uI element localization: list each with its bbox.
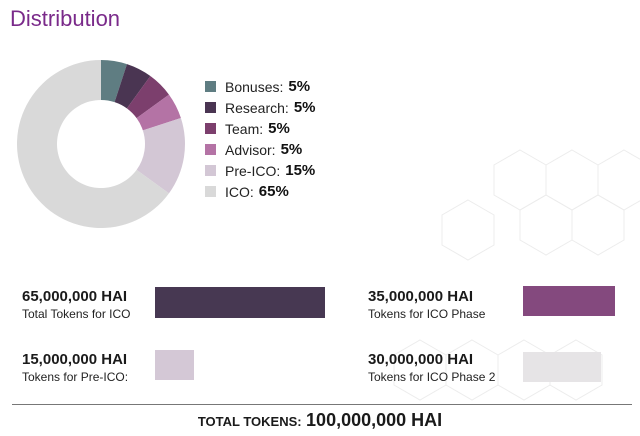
legend-value: 5% bbox=[268, 120, 290, 137]
token-bar-pre-ico bbox=[155, 350, 194, 380]
legend-item: Team: 5% bbox=[205, 118, 316, 139]
token-block-total-ico: 65,000,000 HAI Total Tokens for ICO bbox=[22, 288, 131, 321]
legend-value: 65% bbox=[258, 183, 289, 200]
token-bar-ico-phase-2 bbox=[523, 352, 601, 382]
token-description: Total Tokens for ICO bbox=[22, 307, 131, 321]
page-title: Distribution bbox=[10, 6, 121, 31]
token-description: Tokens for Pre-ICO: bbox=[22, 370, 129, 384]
donut-chart bbox=[17, 60, 185, 228]
total-tokens-value: 100,000,000 HAI bbox=[306, 410, 443, 430]
legend-item: Bonuses: 5% bbox=[205, 76, 316, 97]
legend-label: ICO: bbox=[225, 183, 254, 200]
token-block-ico-phase: 35,000,000 HAI Tokens for ICO Phase bbox=[368, 288, 485, 321]
total-tokens-label: TOTAL TOKENS: bbox=[197, 414, 302, 429]
legend-swatch bbox=[205, 144, 216, 155]
token-block-pre-ico: 15,000,000 HAI Tokens for Pre-ICO: bbox=[22, 351, 128, 384]
token-amount: 15,000,000 HAI bbox=[22, 351, 128, 368]
token-description: Tokens for ICO Phase 2 bbox=[368, 370, 496, 384]
token-amount: 30,000,000 HAI bbox=[368, 351, 474, 368]
legend-swatch bbox=[205, 81, 216, 92]
legend-item: ICO: 65% bbox=[205, 181, 316, 202]
token-bar-ico-phase bbox=[523, 286, 615, 316]
chart-legend: Bonuses: 5% Research: 5% Team: 5% Advisor: 5% Pr… bbox=[205, 76, 316, 202]
legend-swatch bbox=[205, 102, 216, 113]
legend-label: Team: bbox=[225, 120, 264, 137]
legend-label: Bonuses: bbox=[225, 78, 284, 95]
legend-item: Research: 5% bbox=[205, 97, 316, 118]
legend-value: 5% bbox=[280, 141, 303, 158]
divider bbox=[12, 404, 632, 405]
legend-value: 5% bbox=[293, 99, 316, 116]
total-tokens: TOTAL TOKENS: 100,000,000 HAI bbox=[0, 410, 640, 431]
token-bar-total-ico bbox=[155, 287, 325, 318]
legend-item: Pre-ICO: 15% bbox=[205, 160, 316, 181]
legend-swatch bbox=[205, 186, 216, 197]
donut-slice-research bbox=[114, 64, 151, 109]
legend-label: Pre-ICO: bbox=[225, 162, 281, 179]
donut-slice-bonuses bbox=[101, 60, 127, 103]
token-amount: 35,000,000 HAI bbox=[368, 288, 474, 305]
legend-swatch bbox=[205, 123, 216, 134]
donut-slice-ico bbox=[17, 60, 169, 228]
token-description: Tokens for ICO Phase bbox=[368, 307, 486, 321]
legend-label: Advisor: bbox=[225, 141, 276, 158]
legend-value: 5% bbox=[288, 78, 311, 95]
legend-swatch bbox=[205, 165, 216, 176]
token-amount: 65,000,000 HAI bbox=[22, 288, 128, 305]
donut-slice-pre-ico bbox=[136, 118, 185, 194]
donut-slice-advisor bbox=[136, 94, 181, 131]
legend-value: 15% bbox=[285, 162, 316, 179]
donut-slice-team bbox=[126, 76, 169, 119]
legend-label: Research: bbox=[225, 99, 289, 116]
legend-item: Advisor: 5% bbox=[205, 139, 316, 160]
token-block-ico-phase-2: 30,000,000 HAI Tokens for ICO Phase 2 bbox=[368, 351, 495, 384]
